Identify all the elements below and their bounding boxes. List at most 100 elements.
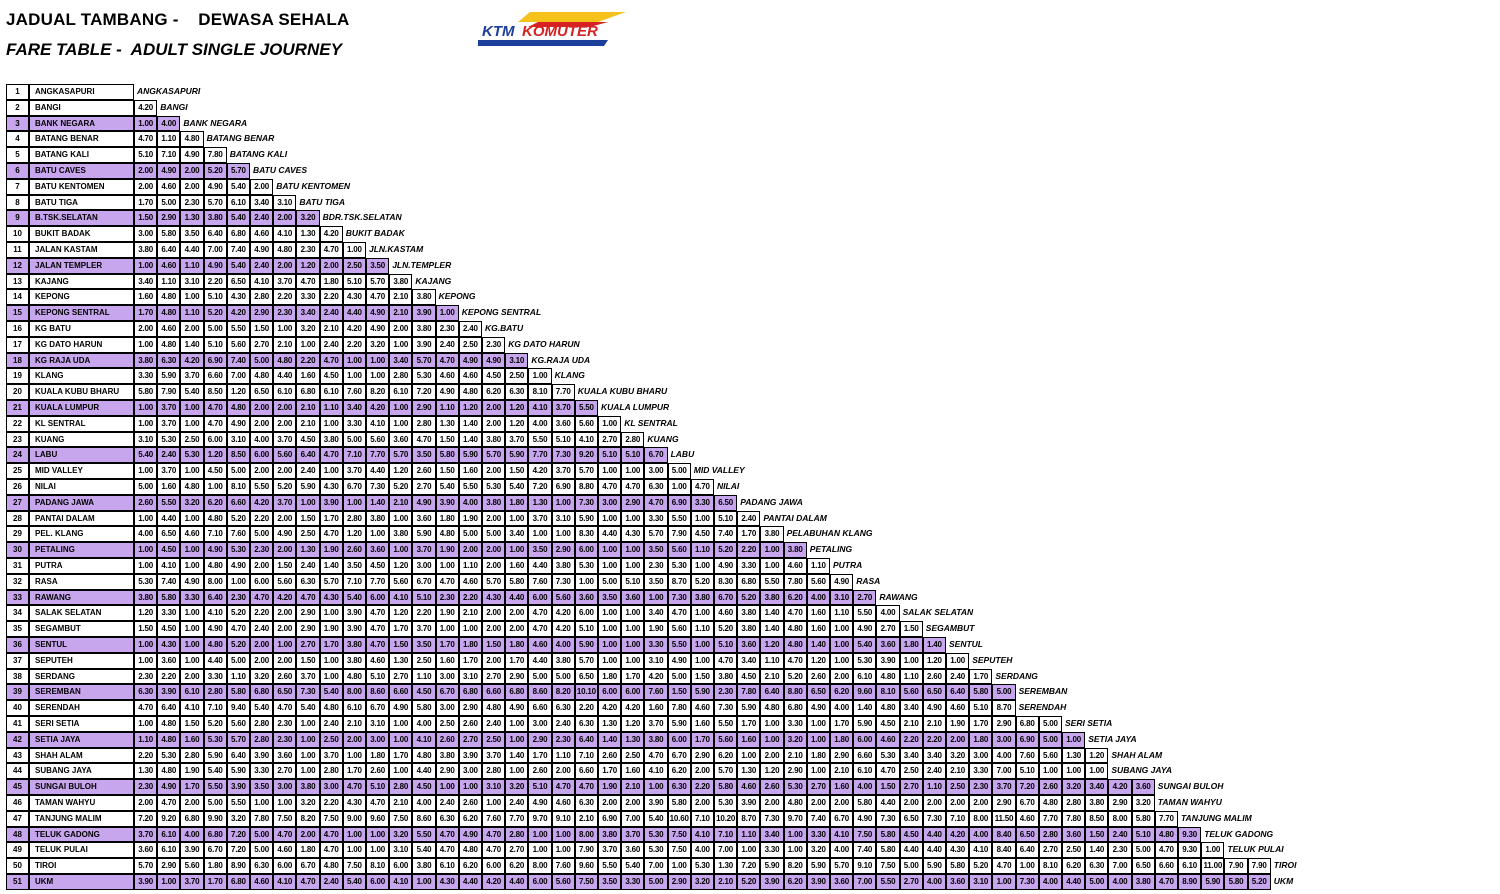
ktm-komuter-logo: KTM KOMUTER bbox=[478, 10, 628, 50]
fare-cell: 7.70 bbox=[366, 447, 390, 464]
fare-cell: 1.10 bbox=[157, 273, 181, 290]
fare-cell: 1.10 bbox=[412, 668, 436, 685]
station-name: JALAN TEMPLER bbox=[29, 257, 134, 274]
fare-cell: 2.40 bbox=[250, 621, 274, 637]
fare-cell: 5.60 bbox=[273, 573, 297, 590]
fare-cell: 11.00 bbox=[1201, 858, 1225, 874]
svg-text:KTM: KTM bbox=[482, 23, 515, 40]
fare-cell: 1.00 bbox=[598, 621, 622, 637]
fare-cell: 1.60 bbox=[806, 621, 830, 637]
fare-cell: 1.00 bbox=[1062, 763, 1086, 780]
fare-cell: 4.80 bbox=[157, 763, 181, 780]
fare-cell: 6.40 bbox=[157, 700, 181, 716]
fare-cell: 7.20 bbox=[134, 810, 158, 827]
fare-cell: 3.60 bbox=[946, 874, 970, 890]
fare-cell: 1.30 bbox=[714, 858, 738, 874]
fare-cell: 4.10 bbox=[574, 431, 598, 448]
fare-cell: 5.00 bbox=[1038, 716, 1062, 732]
fare-cell: 1.50 bbox=[180, 716, 204, 732]
fare-cell: 2.60 bbox=[760, 779, 784, 795]
fare-cell: 3.60 bbox=[1062, 826, 1086, 843]
fare-cell: 5.50 bbox=[574, 400, 598, 416]
fare-cell: 5.10 bbox=[412, 589, 436, 606]
fare-cell: 2.00 bbox=[273, 542, 297, 558]
fare-cell: 3.80 bbox=[482, 431, 506, 448]
fare-cell: 7.50 bbox=[667, 826, 691, 843]
fare-cell: 6.10 bbox=[853, 763, 877, 780]
fare-cell: 1.80 bbox=[830, 731, 854, 748]
fare-cell: 4.10 bbox=[157, 558, 181, 574]
fare-cell: 6.90 bbox=[203, 352, 227, 369]
fare-cell: 4.70 bbox=[366, 605, 390, 622]
fare-cell: 5.40 bbox=[342, 589, 366, 606]
fare-cell: 2.60 bbox=[922, 668, 946, 685]
fare-cell: 4.00 bbox=[853, 779, 877, 795]
fare-cell: 1.20 bbox=[226, 384, 250, 400]
fare-cell: 2.10 bbox=[273, 336, 297, 353]
fare-cell: 1.50 bbox=[876, 779, 900, 795]
fare-cell: 6.30 bbox=[644, 479, 668, 495]
fare-cell: 4.50 bbox=[157, 542, 181, 558]
fare-cell: 5.30 bbox=[876, 747, 900, 764]
fare-cell: 5.50 bbox=[714, 716, 738, 732]
fare-cell: 4.00 bbox=[690, 842, 714, 859]
fare-cell: 5.30 bbox=[157, 747, 181, 764]
fare-cell: 4.90 bbox=[157, 779, 181, 795]
fare-cell: 6.80 bbox=[458, 684, 482, 701]
fare-cell: 3.80 bbox=[690, 589, 714, 606]
fare-cell: 4.30 bbox=[319, 589, 343, 606]
fare-cell: 1.30 bbox=[528, 494, 552, 511]
fare-cell: 5.70 bbox=[714, 763, 738, 780]
fare-cell: 1.00 bbox=[366, 842, 390, 859]
fare-cell: 7.10 bbox=[946, 810, 970, 827]
fare-cell: 1.00 bbox=[342, 826, 366, 843]
station-name: SENTUL bbox=[29, 637, 134, 653]
fare-cell: 7.30 bbox=[922, 810, 946, 827]
fare-cell: 2.80 bbox=[482, 763, 506, 780]
fare-cell: 6.30 bbox=[296, 573, 320, 590]
fare-cell: 3.20 bbox=[505, 779, 529, 795]
station-number: 16 bbox=[6, 321, 29, 337]
fare-cell: 2.70 bbox=[876, 621, 900, 637]
fare-cell: 3.70 bbox=[273, 431, 297, 448]
fare-cell: 1.50 bbox=[505, 463, 529, 479]
fare-cell: 5.00 bbox=[203, 795, 227, 811]
station-number: 8 bbox=[6, 194, 29, 211]
fare-cell: 2.20 bbox=[273, 289, 297, 306]
fare-cell: 4.20 bbox=[528, 463, 552, 479]
fare-cell: 5.50 bbox=[667, 510, 691, 527]
station-number: 42 bbox=[6, 731, 29, 748]
fare-cell: 2.80 bbox=[412, 415, 436, 432]
fare-cell: 3.10 bbox=[482, 779, 506, 795]
fare-cell: 7.10 bbox=[342, 573, 366, 590]
fare-cell: 4.60 bbox=[737, 779, 761, 795]
fare-cell: 1.40 bbox=[806, 637, 830, 653]
fare-cell: 1.00 bbox=[690, 558, 714, 574]
fare-cell: 4.10 bbox=[273, 874, 297, 890]
fare-cell: 1.00 bbox=[342, 494, 366, 511]
fare-cell: 7.40 bbox=[714, 526, 738, 543]
fare-cell: 1.00 bbox=[783, 842, 807, 859]
fare-cell: 6.60 bbox=[482, 684, 506, 701]
fare-cell: 1.00 bbox=[389, 731, 413, 748]
fare-cell: 4.00 bbox=[992, 747, 1016, 764]
fare-cell: 3.80 bbox=[1085, 795, 1109, 811]
fare-cell: 4.10 bbox=[690, 826, 714, 843]
fare-cell: 3.50 bbox=[366, 257, 390, 274]
fare-cell: 2.70 bbox=[899, 874, 923, 890]
fare-cell: 4.40 bbox=[598, 526, 622, 543]
fare-cell: 1.20 bbox=[760, 637, 784, 653]
fare-cell: 5.20 bbox=[389, 479, 413, 495]
fare-cell: 2.70 bbox=[412, 479, 436, 495]
fare-cell: 1.00 bbox=[435, 779, 459, 795]
fare-cell: 1.00 bbox=[180, 621, 204, 637]
fare-cell: 1.70 bbox=[621, 668, 645, 685]
station-number: 33 bbox=[6, 589, 29, 606]
fare-cell: 5.00 bbox=[203, 321, 227, 337]
fare-cell: 4.20 bbox=[226, 305, 250, 321]
fare-cell: 5.80 bbox=[876, 842, 900, 859]
fare-cell: 2.90 bbox=[296, 621, 320, 637]
fare-cell: 1.20 bbox=[389, 558, 413, 574]
fare-cell: 2.60 bbox=[366, 763, 390, 780]
fare-cell: 3.10 bbox=[366, 716, 390, 732]
